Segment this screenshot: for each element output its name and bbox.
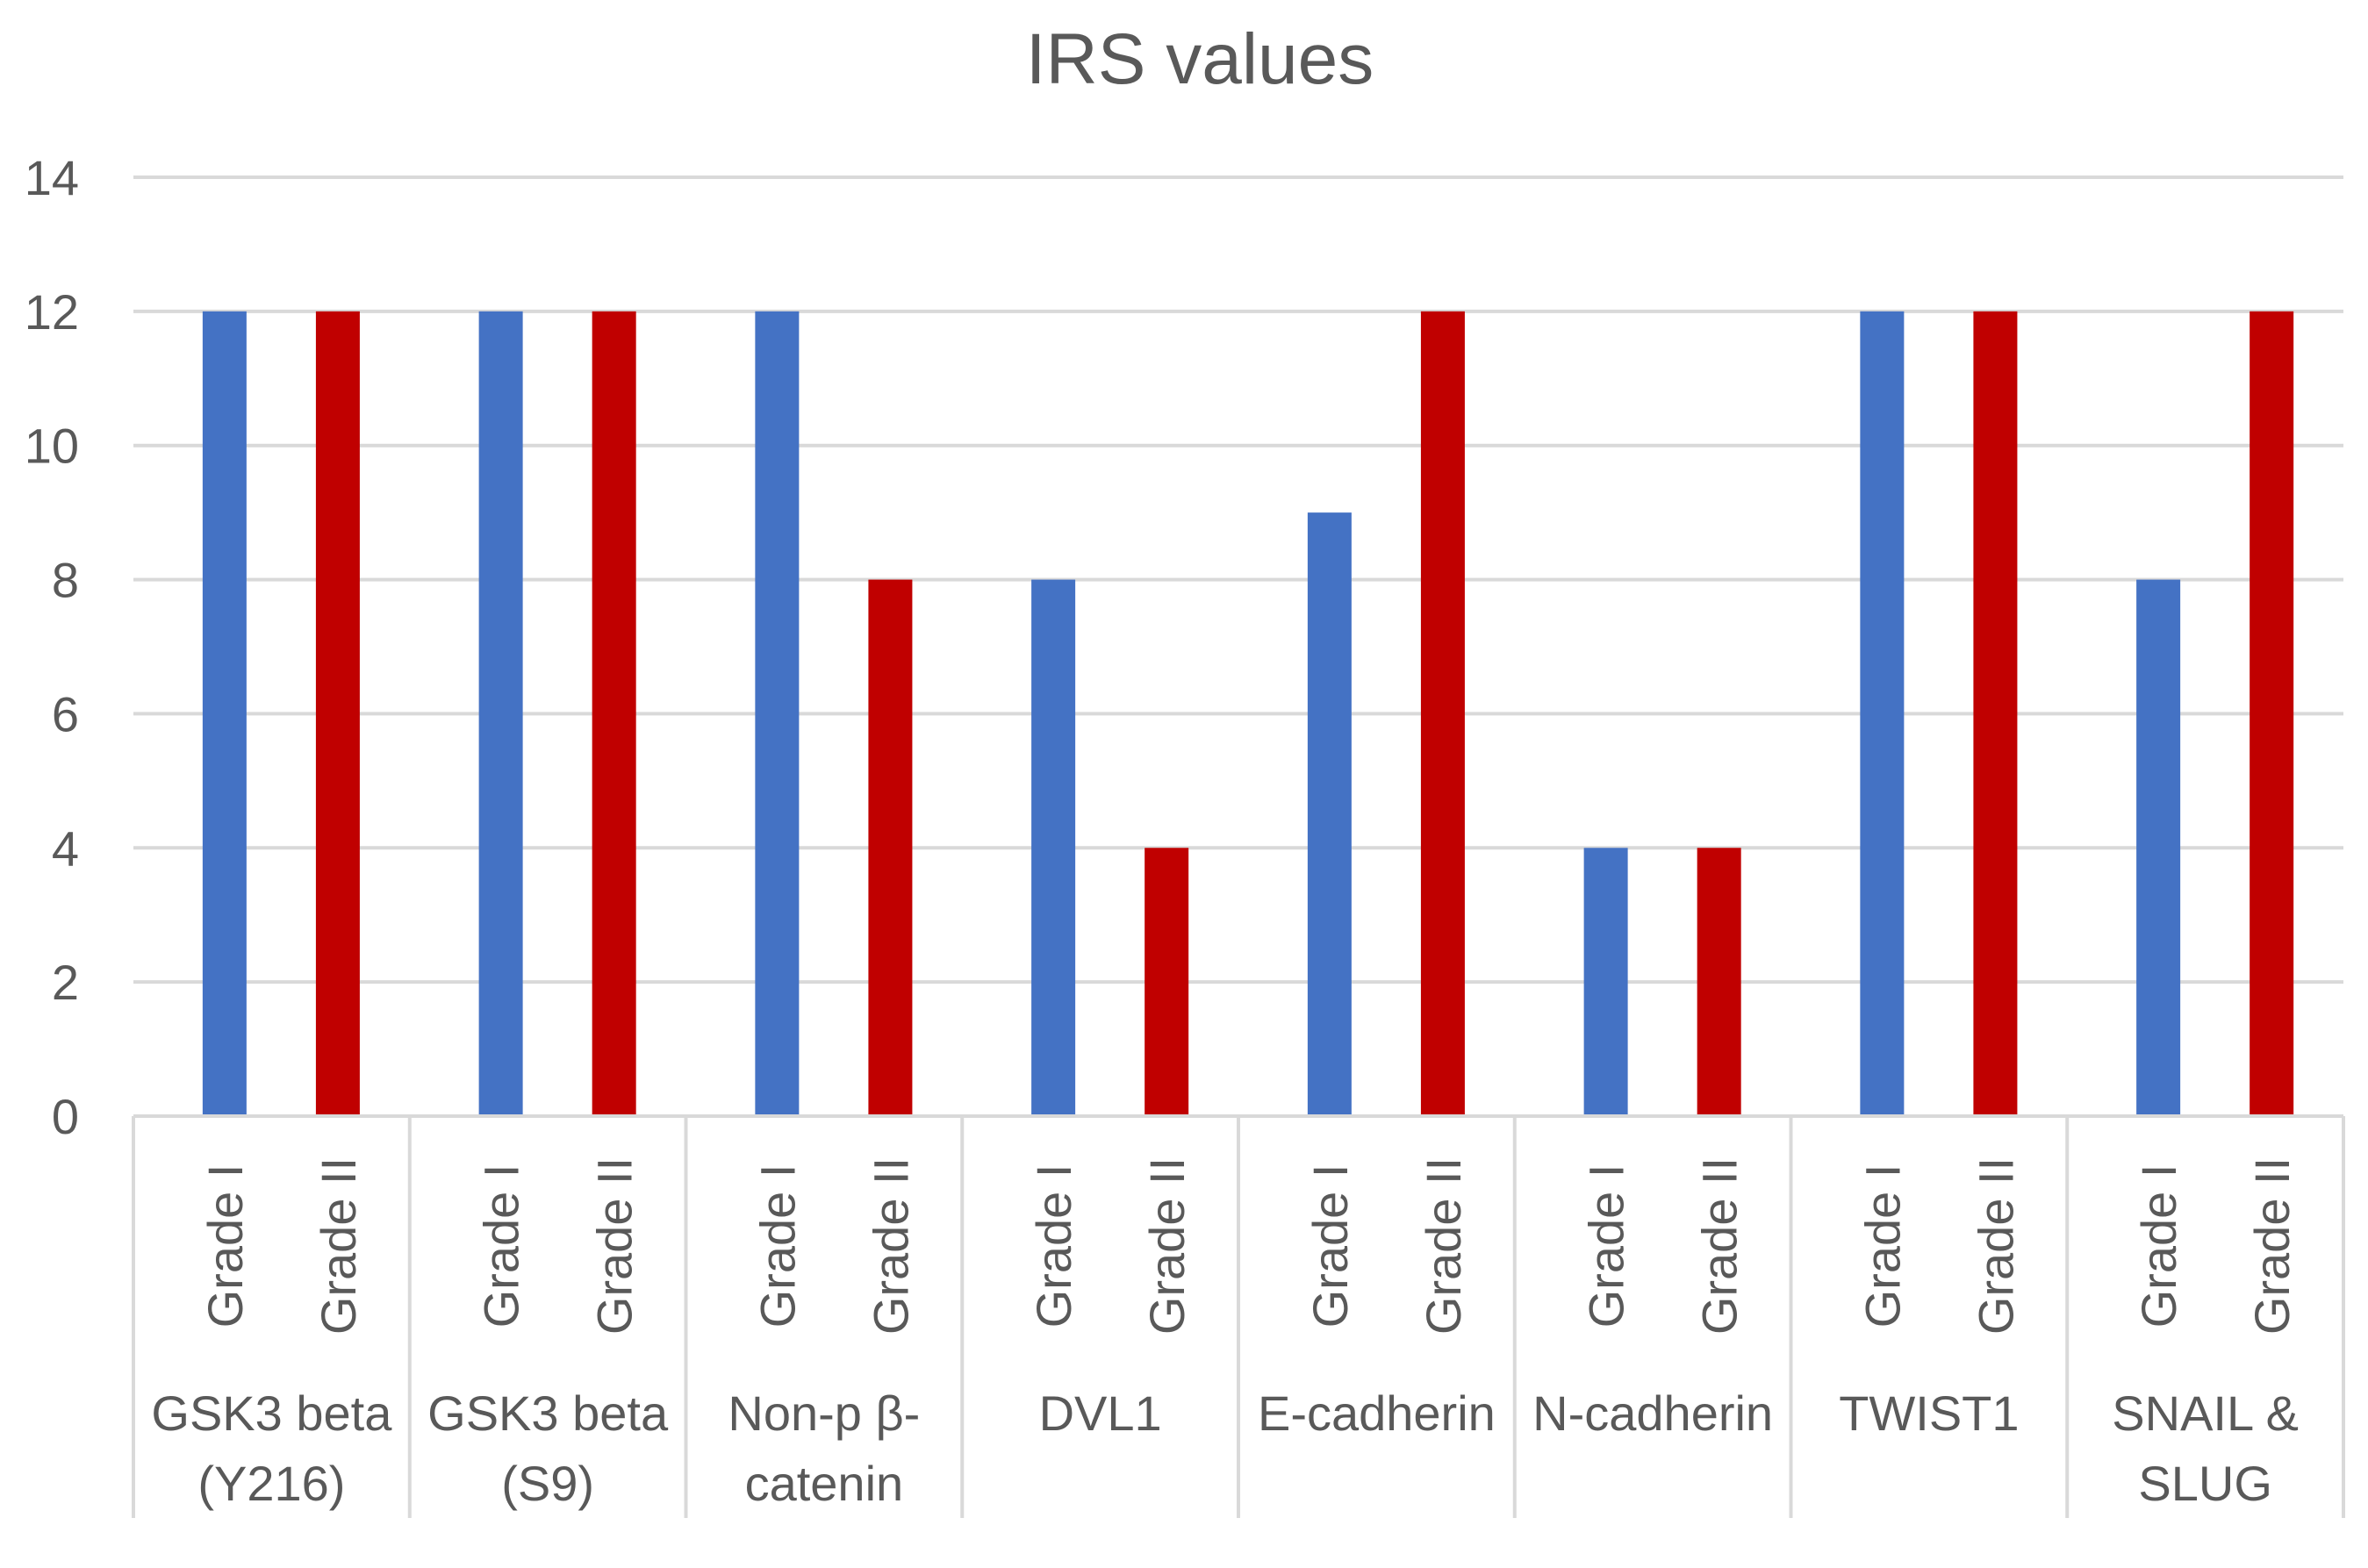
- y-axis-ticks: 0 2 4 6 8 10 12 14: [25, 150, 79, 1144]
- x-category-label: E-cadherin: [1258, 1385, 1496, 1441]
- x-subcategory-label: Grade II: [1968, 1157, 2023, 1335]
- y-tick-label: 10: [25, 419, 79, 474]
- x-category-label: SNAIL &: [2112, 1385, 2299, 1441]
- x-category-label: GSK3 beta: [427, 1385, 669, 1441]
- y-tick-label: 12: [25, 284, 79, 340]
- x-category-label: GSK3 beta: [151, 1385, 392, 1441]
- bar-grade-ii: [1973, 311, 2018, 1116]
- y-tick-label: 2: [52, 955, 79, 1010]
- x-subcategory-label: Grade I: [474, 1164, 529, 1328]
- bar-grade-i: [1583, 848, 1628, 1116]
- bar-grade-ii: [592, 311, 636, 1116]
- bar-grade-i: [2136, 579, 2181, 1116]
- x-category-label: (S9): [501, 1456, 594, 1511]
- x-subcategory-label: Grade I: [1855, 1164, 1910, 1328]
- x-subcategory-label: Grade II: [863, 1157, 918, 1335]
- bar-grade-ii: [315, 311, 360, 1116]
- x-subcategory-label: Grade I: [1579, 1164, 1634, 1328]
- bar-grade-i: [1307, 512, 1352, 1116]
- x-subcategory-label: Grade II: [311, 1157, 366, 1335]
- bar-grade-ii: [1697, 848, 1741, 1116]
- bar-grade-ii: [2250, 311, 2294, 1116]
- bar-grade-ii: [1420, 311, 1465, 1116]
- y-tick-label: 0: [52, 1089, 79, 1144]
- bar-grade-i: [1031, 579, 1076, 1116]
- x-subcategory-label: Grade II: [1692, 1157, 1747, 1335]
- x-subcategory-label: Grade I: [750, 1164, 805, 1328]
- x-axis-labels: Grade I Grade II GSK3 beta (Y216) Grade I Gra…: [151, 1157, 2300, 1511]
- x-category-label: catenin: [745, 1456, 904, 1511]
- y-tick-label: 6: [52, 686, 79, 741]
- x-category-label: N-cadherin: [1532, 1385, 1773, 1441]
- bar-grade-ii: [868, 579, 913, 1116]
- x-subcategory-label: Grade II: [1416, 1157, 1471, 1335]
- bar-grade-i: [755, 311, 800, 1116]
- bars: [202, 311, 2294, 1116]
- x-subcategory-label: Grade I: [1302, 1164, 1358, 1328]
- y-tick-label: 14: [25, 150, 79, 205]
- x-subcategory-label: Grade II: [2244, 1157, 2300, 1335]
- x-subcategory-label: Grade I: [197, 1164, 253, 1328]
- y-tick-label: 8: [52, 553, 79, 608]
- x-subcategory-label: Grade II: [587, 1157, 642, 1335]
- x-category-label: SLUG: [2138, 1456, 2272, 1511]
- bar-grade-i: [1860, 311, 1905, 1116]
- bar-grade-i: [478, 311, 523, 1116]
- bar-grade-ii: [1145, 848, 1189, 1116]
- x-category-label: TWIST1: [1839, 1385, 2019, 1441]
- y-tick-label: 4: [52, 820, 79, 876]
- x-axis: [132, 1114, 2345, 1518]
- x-subcategory-label: Grade I: [1026, 1164, 1081, 1328]
- x-category-label: (Y216): [197, 1456, 345, 1511]
- x-subcategory-label: Grade II: [1139, 1157, 1195, 1335]
- bar-grade-i: [202, 311, 247, 1116]
- x-category-label: Non-p β-: [728, 1385, 920, 1441]
- x-subcategory-label: Grade I: [2131, 1164, 2186, 1328]
- x-category-label: DVL1: [1039, 1385, 1162, 1441]
- chart-title: IRS values: [1026, 19, 1374, 99]
